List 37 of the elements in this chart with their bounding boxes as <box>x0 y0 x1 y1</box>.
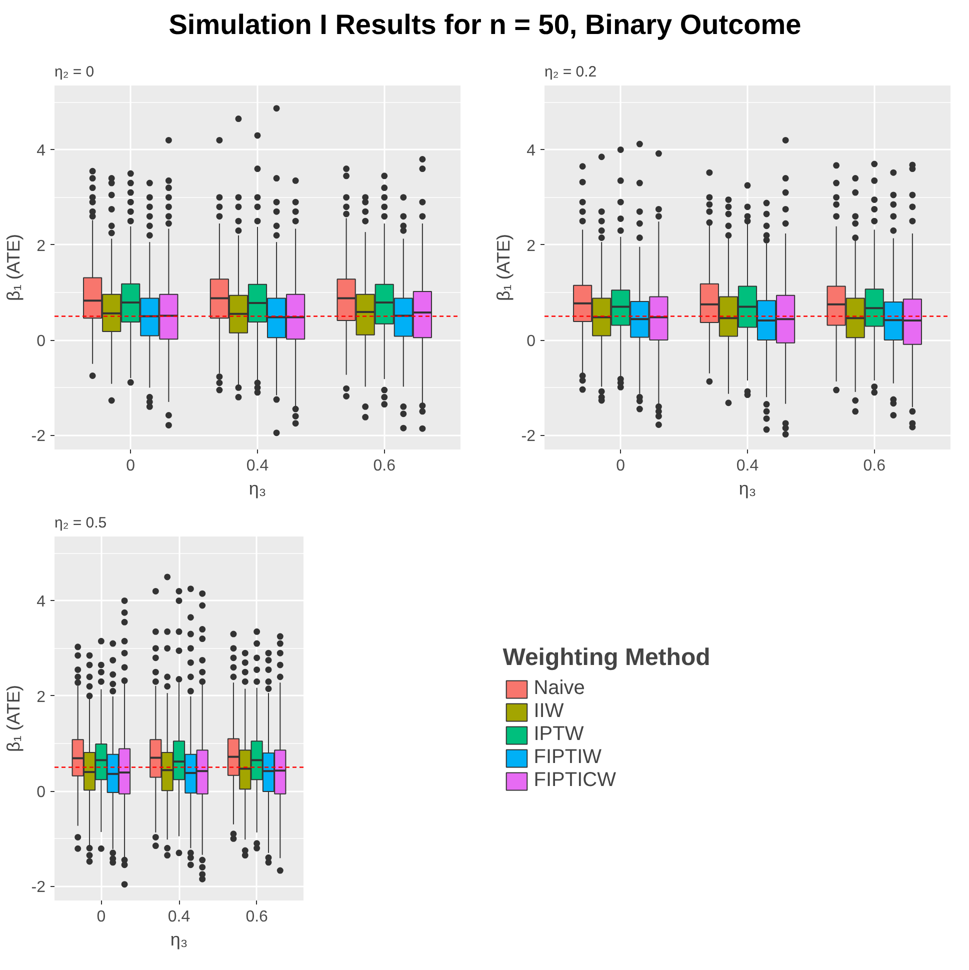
y-tick-label: -2 <box>31 428 46 446</box>
y-tick-label: 0 <box>526 333 536 350</box>
x-tick-label: 0.6 <box>373 458 396 474</box>
y-tick-label: 4 <box>526 142 536 160</box>
y-tick-label: 2 <box>526 238 536 255</box>
chart-subtitle: η₂ = 0 <box>54 64 94 80</box>
legend-label: Naive <box>534 677 585 700</box>
chart-title: Simulation I Results for n = 50, Binary Outcome <box>168 8 802 42</box>
y-tick-label: 0 <box>36 784 46 802</box>
y-axis-title: β₁ (ATE) <box>3 234 24 302</box>
legend-label: IPTW <box>534 723 584 746</box>
chart-subtitle: η₂ = 0.2 <box>544 64 597 80</box>
legend-label: FIPTIW <box>534 746 602 769</box>
legend-title: Weighting Method <box>502 644 710 672</box>
y-tick-label: -2 <box>521 428 536 446</box>
x-axis-title: η₃ <box>248 478 266 498</box>
x-tick-label: 0.4 <box>246 458 269 474</box>
x-tick-label: 0.6 <box>863 458 886 474</box>
x-tick-label: 0.4 <box>736 458 759 474</box>
x-tick-label: 0 <box>126 458 136 474</box>
x-axis-title: η₃ <box>738 478 756 498</box>
y-tick-label: 2 <box>36 238 46 255</box>
chart-subtitle: η₂ = 0.5 <box>54 514 107 532</box>
y-tick-label: -2 <box>31 879 46 896</box>
x-tick-label: 0 <box>616 458 626 474</box>
x-tick-label: 0.6 <box>246 908 268 926</box>
y-tick-label: 4 <box>36 142 46 160</box>
y-axis-title: β₁ (ATE) <box>493 234 514 302</box>
x-tick-label: 0 <box>96 908 106 926</box>
y-tick-label: 0 <box>36 333 46 350</box>
x-tick-label: 0.4 <box>168 908 190 926</box>
legend-label: FIPTICW <box>534 769 616 792</box>
y-axis-title: β₁ (ATE) <box>3 684 24 752</box>
x-axis-title: η₃ <box>170 930 188 950</box>
y-tick-label: 4 <box>36 594 46 611</box>
legend-label: IIW <box>534 700 564 723</box>
y-tick-label: 2 <box>36 688 46 706</box>
